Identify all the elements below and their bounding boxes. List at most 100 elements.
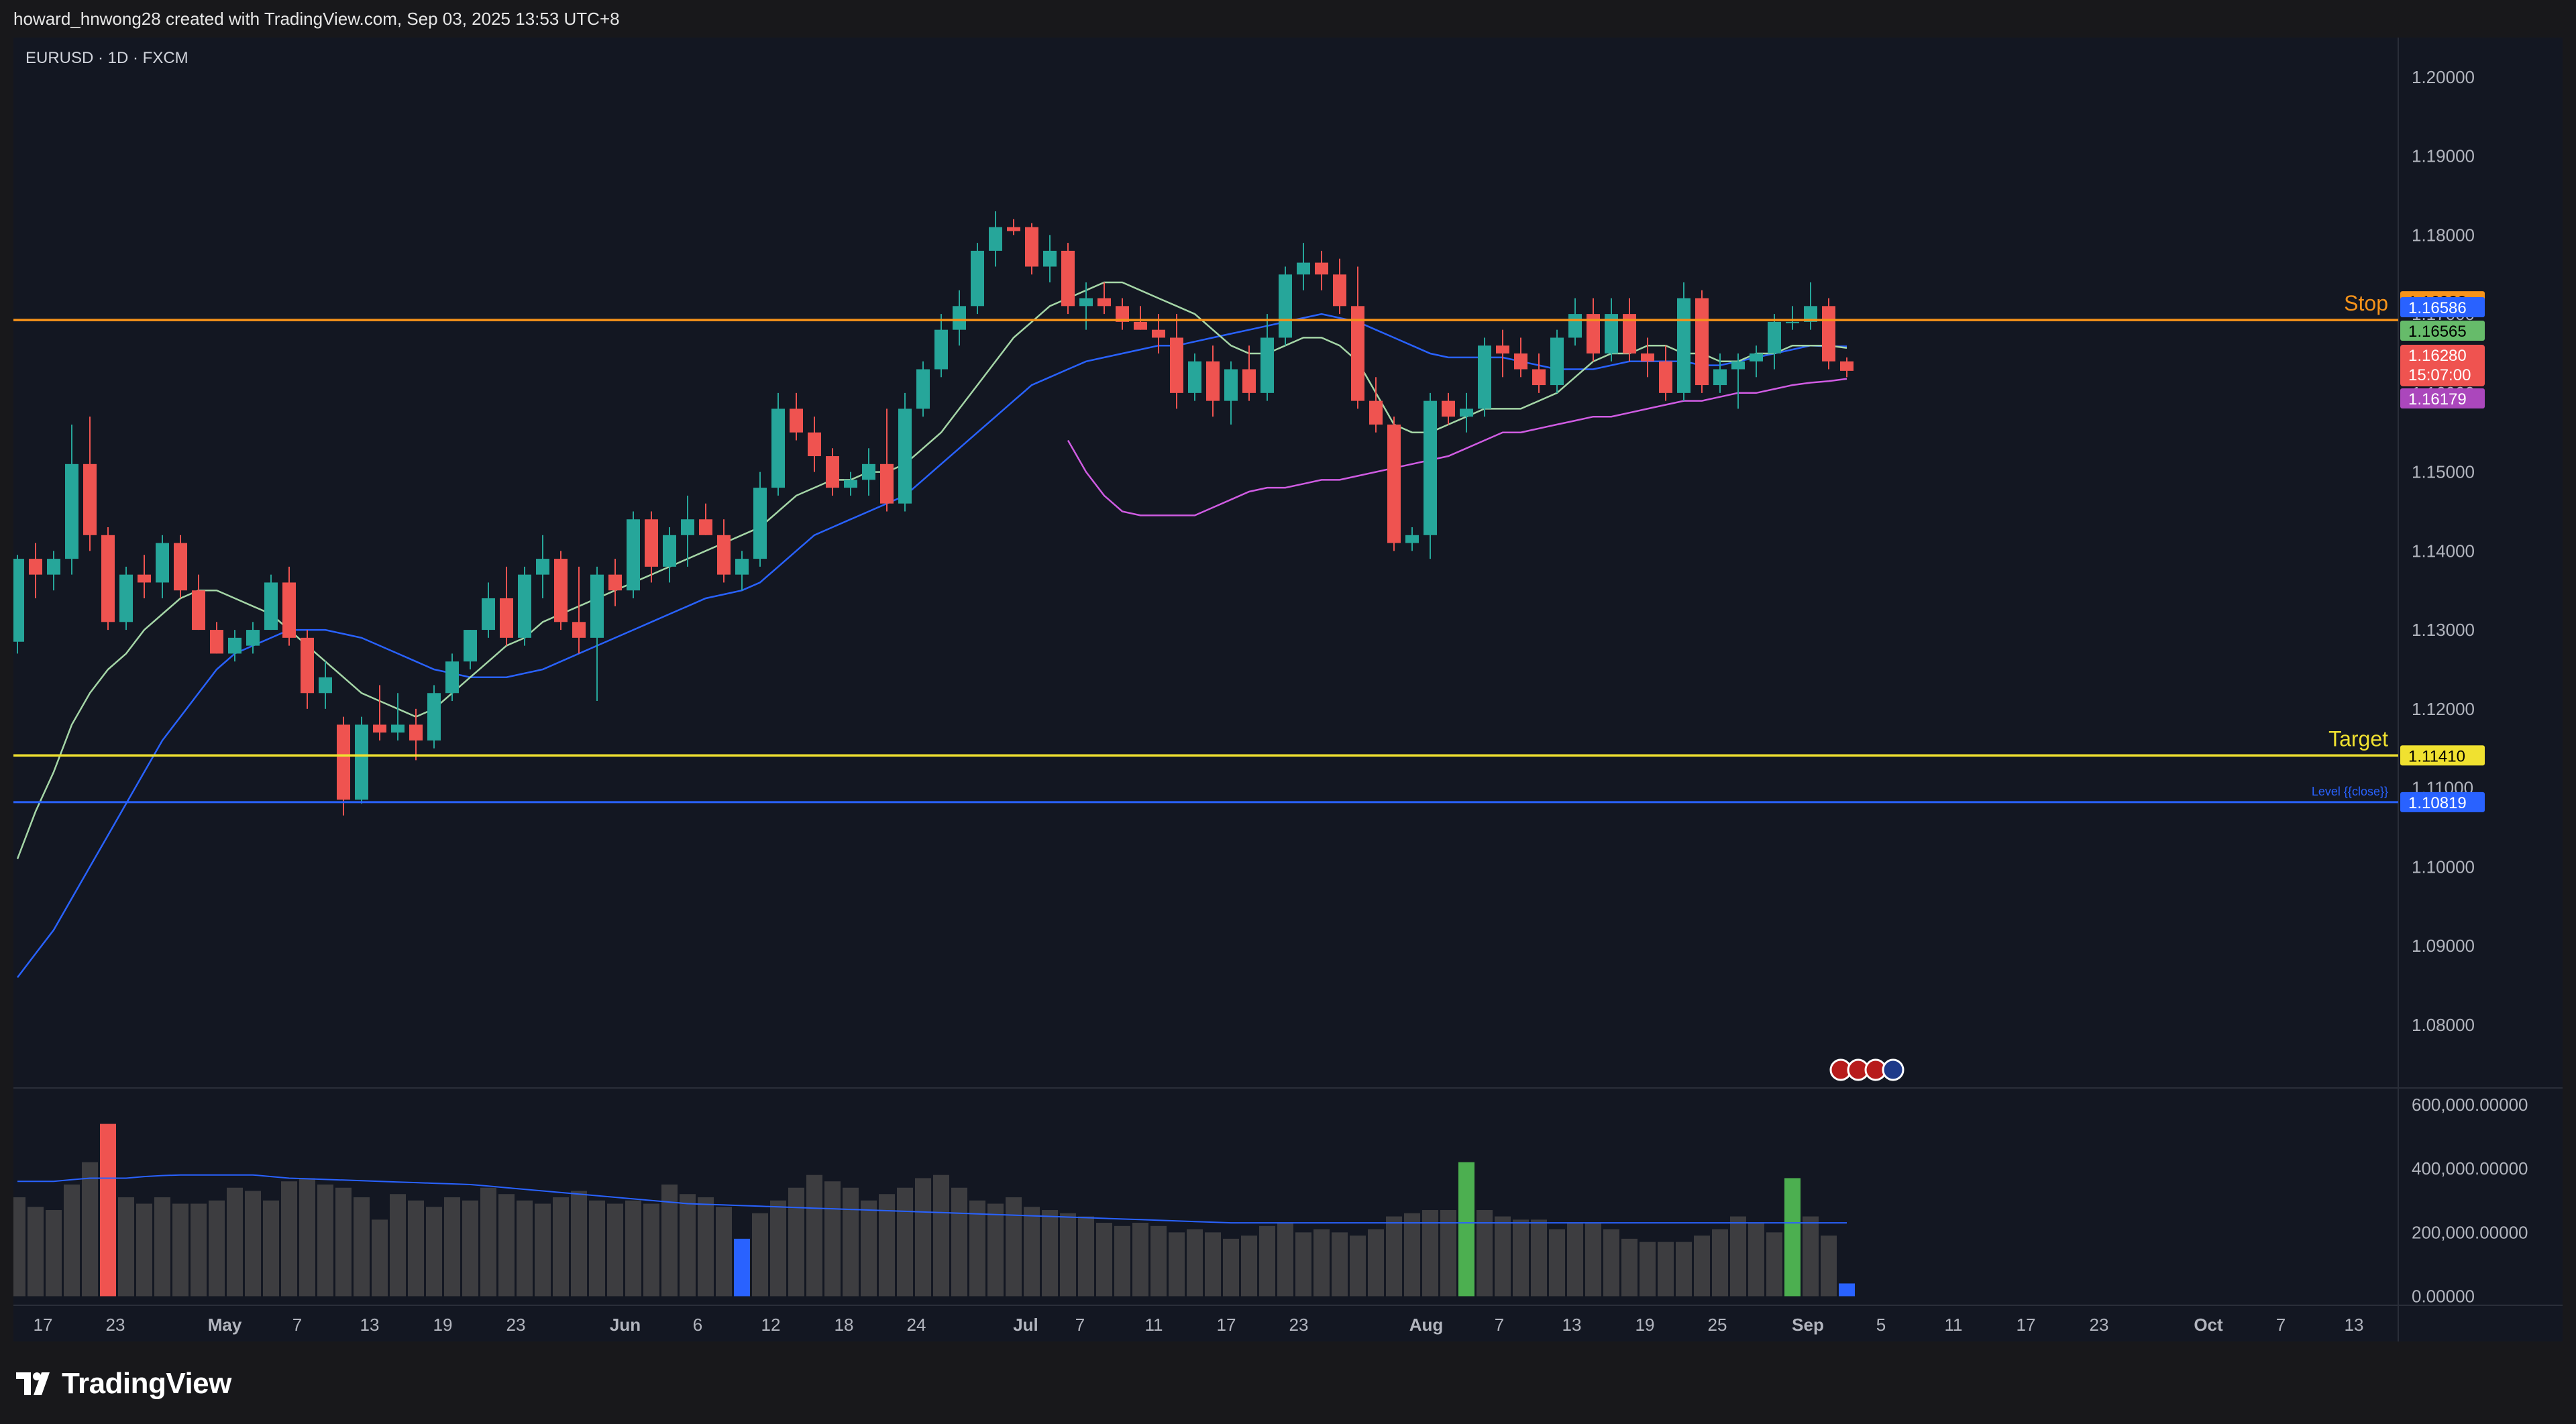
candle-body xyxy=(645,519,658,567)
price-chart[interactable]: EURUSD · 1D · FXCM Stop Target Level {{clo… xyxy=(9,38,2563,1341)
time-tick-label: Sep xyxy=(1792,1315,1824,1335)
eu-flag-icon[interactable] xyxy=(1882,1058,1904,1081)
volume-bar xyxy=(118,1197,134,1297)
tradingview-logo[interactable]: TradingView xyxy=(16,1367,231,1401)
volume-bar xyxy=(770,1200,786,1297)
candle xyxy=(898,392,912,512)
candle-body xyxy=(1224,369,1238,401)
candle-body xyxy=(608,574,622,591)
candle xyxy=(1279,266,1292,346)
candle xyxy=(1206,345,1220,417)
volume-tick-label: 200,000.00000 xyxy=(2412,1222,2528,1242)
candle xyxy=(409,708,423,761)
candle xyxy=(934,314,948,378)
volume-bar xyxy=(154,1197,170,1297)
candle-body xyxy=(1116,306,1129,322)
candle-body xyxy=(1641,353,1654,362)
volume-bar xyxy=(1603,1229,1619,1297)
candle xyxy=(482,582,495,638)
candle xyxy=(627,511,640,598)
candle xyxy=(844,472,857,496)
target-price-label-bg xyxy=(2400,745,2485,766)
caption-text: howard_hnwong28 created with TradingView… xyxy=(13,9,620,29)
candle xyxy=(536,535,549,598)
candle xyxy=(47,551,60,591)
candle-body xyxy=(500,598,513,638)
footer xyxy=(0,1341,2576,1424)
economic-events[interactable] xyxy=(1829,1058,1904,1081)
candle-body xyxy=(192,590,205,631)
candle-body xyxy=(1568,314,1582,338)
caption-header: howard_hnwong28 created with TradingView… xyxy=(0,0,2576,38)
volume-bar xyxy=(462,1200,478,1297)
chart-frame[interactable]: EURUSD · 1D · FXCM Stop Target Level {{clo… xyxy=(9,38,2563,1341)
candle-body xyxy=(1496,345,1509,353)
volume-bar xyxy=(969,1200,985,1297)
candle xyxy=(1405,527,1419,551)
candle-body xyxy=(1134,321,1147,330)
candle xyxy=(65,424,78,575)
price-tick-label: 1.19000 xyxy=(2412,146,2475,166)
price-tick-label: 1.15000 xyxy=(2412,462,2475,482)
candle-body xyxy=(1405,535,1419,543)
candle xyxy=(1061,243,1075,315)
candle-body xyxy=(627,519,640,591)
time-tick-label: 23 xyxy=(106,1315,125,1335)
candle xyxy=(916,361,930,417)
time-tick-label: 6 xyxy=(693,1315,702,1335)
candle xyxy=(790,392,803,441)
candle-body xyxy=(1007,227,1020,231)
volume-bar xyxy=(408,1200,424,1297)
candle-body xyxy=(1079,298,1093,307)
volume-bar xyxy=(172,1203,189,1297)
time-tick-label: 13 xyxy=(1562,1315,1582,1335)
candle-body xyxy=(301,637,314,694)
volume-bar xyxy=(444,1197,460,1297)
volume-bar xyxy=(1114,1225,1130,1297)
candle xyxy=(1641,337,1654,378)
volume-bar xyxy=(1150,1225,1167,1297)
candle-body xyxy=(735,559,749,575)
candle xyxy=(1804,282,1817,330)
candle xyxy=(1025,223,1038,275)
horizontal-lines[interactable]: Stop Target Level {{close}} xyxy=(13,291,2398,804)
moving-averages xyxy=(16,281,1847,978)
candle-body xyxy=(518,574,531,638)
price-axis[interactable]: 1.200001.190001.180001.170001.160001.150… xyxy=(2412,67,2475,1035)
time-tick-label: 17 xyxy=(34,1315,53,1335)
volume-bar xyxy=(824,1181,841,1297)
volume-bar xyxy=(263,1200,279,1297)
time-tick-label: 11 xyxy=(1945,1315,1963,1335)
price-tick-label: 1.08000 xyxy=(2412,1015,2475,1035)
candle-body xyxy=(482,598,495,631)
time-axis[interactable]: 17 23 May 7 13 19 23 Jun 6 12 18 24 Jul 7 11 17 23 Aug 7 13… xyxy=(34,1315,2364,1335)
candle xyxy=(355,716,368,804)
current-price-label: 1.16280 xyxy=(2408,347,2467,365)
ma-mid-price-label: 1.16586 xyxy=(2408,299,2467,317)
candle-body xyxy=(971,250,984,307)
volume-bar xyxy=(82,1162,98,1297)
candle-body xyxy=(1659,361,1672,393)
candle xyxy=(1242,345,1256,401)
candle xyxy=(1677,282,1690,401)
ma-slow-price-label: 1.16179 xyxy=(2408,390,2467,408)
candle-body xyxy=(174,543,187,591)
candle xyxy=(11,555,24,654)
candle xyxy=(699,503,712,535)
volume-bar xyxy=(752,1213,768,1297)
horizontal-line-label: Target xyxy=(2328,726,2388,751)
volume-bar xyxy=(1549,1229,1565,1297)
candle-body xyxy=(1587,314,1600,353)
candle xyxy=(518,566,531,646)
candle xyxy=(608,559,622,606)
candle xyxy=(1460,392,1473,433)
candle-body xyxy=(880,463,894,504)
candle xyxy=(228,630,241,662)
candle xyxy=(174,535,187,598)
volume-bar xyxy=(1205,1232,1221,1297)
volume-bar xyxy=(1748,1223,1764,1297)
tradingview-logo-icon xyxy=(16,1372,50,1395)
volume-bar xyxy=(897,1187,913,1297)
volume-bar xyxy=(517,1200,533,1297)
candle-body xyxy=(1369,400,1383,425)
